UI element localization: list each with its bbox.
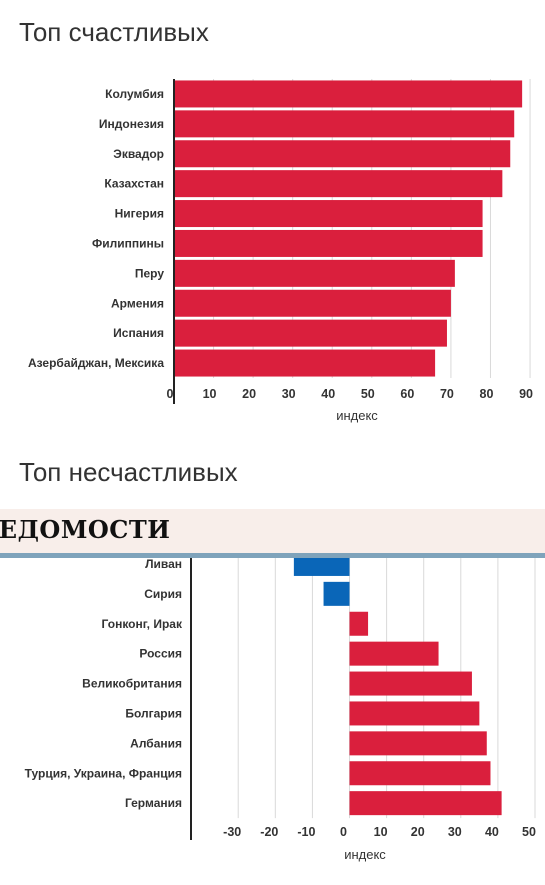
- category-label: Гонконг, Ирак: [102, 617, 183, 631]
- chart-happy: Колумбия Индонезия Эквадор Казахстан Нигерия…: [28, 79, 533, 423]
- x-tick-label: -10: [297, 825, 315, 839]
- x-tick-label: 50: [361, 387, 375, 401]
- bar: [349, 611, 369, 636]
- category-label: Россия: [139, 647, 182, 661]
- category-label: Ливан: [145, 557, 182, 571]
- bar: [174, 319, 447, 347]
- category-label: Болгария: [125, 706, 182, 720]
- bar: [349, 641, 439, 666]
- bar: [174, 140, 511, 168]
- x-tick-label: 90: [519, 387, 533, 401]
- x-tick-label: 20: [411, 825, 425, 839]
- category-label: Албания: [130, 736, 182, 750]
- bar: [349, 671, 472, 696]
- x-tick-label: 50: [522, 825, 536, 839]
- bar: [174, 259, 455, 287]
- x-tick-label: 40: [485, 825, 499, 839]
- category-label: Филиппины: [92, 236, 164, 250]
- chart-title-happy: Топ счастливых: [19, 17, 209, 47]
- category-label: Перу: [135, 266, 164, 280]
- x-tick-label: -30: [223, 825, 241, 839]
- bar: [174, 229, 483, 257]
- newspaper-logo: ВЕДОМОСТИ: [0, 515, 171, 544]
- x-axis-title: индекс: [344, 847, 386, 862]
- bar: [349, 791, 502, 816]
- chart-unhappy: Ливан Сирия Гонконг, Ирак Россия Великобрита…: [25, 545, 536, 862]
- bar: [174, 170, 503, 198]
- newspaper-banner: ВЕДОМОСТИ: [0, 509, 545, 558]
- bar: [174, 289, 451, 317]
- category-label: Азербайджан, Мексика: [28, 356, 164, 370]
- category-label: Великобритания: [82, 677, 182, 691]
- x-tick-label: 30: [282, 387, 296, 401]
- category-label: Казахстан: [104, 177, 164, 191]
- chart-title-unhappy: Топ несчастливых: [19, 457, 238, 487]
- x-tick-label: 10: [203, 387, 217, 401]
- bar: [349, 761, 491, 786]
- category-label: Испания: [113, 326, 164, 340]
- category-label: Армения: [111, 296, 164, 310]
- x-tick-label: 30: [448, 825, 462, 839]
- x-axis-title: индекс: [336, 408, 378, 423]
- category-label: Эквадор: [113, 147, 164, 161]
- category-label: Сирия: [144, 587, 182, 601]
- category-label: Германия: [125, 796, 182, 810]
- x-tick-label: 80: [480, 387, 494, 401]
- bar: [174, 80, 523, 108]
- bar: [323, 581, 350, 606]
- x-tick-label: 0: [340, 825, 347, 839]
- x-tick-label: 0: [167, 387, 174, 401]
- bar: [174, 349, 436, 377]
- bar: [349, 731, 487, 756]
- x-tick-label: 10: [374, 825, 388, 839]
- bar: [174, 110, 515, 138]
- x-tick-label: 40: [321, 387, 335, 401]
- bar: [174, 200, 483, 228]
- category-label: Нигерия: [115, 207, 164, 221]
- x-tick-label: 20: [242, 387, 256, 401]
- x-tick-label: 70: [440, 387, 454, 401]
- x-tick-label: -20: [260, 825, 278, 839]
- x-tick-label: 60: [400, 387, 414, 401]
- category-label: Колумбия: [105, 87, 164, 101]
- bar: [349, 701, 480, 726]
- category-label: Турция, Украина, Франция: [25, 766, 182, 780]
- category-label: Индонезия: [99, 117, 164, 131]
